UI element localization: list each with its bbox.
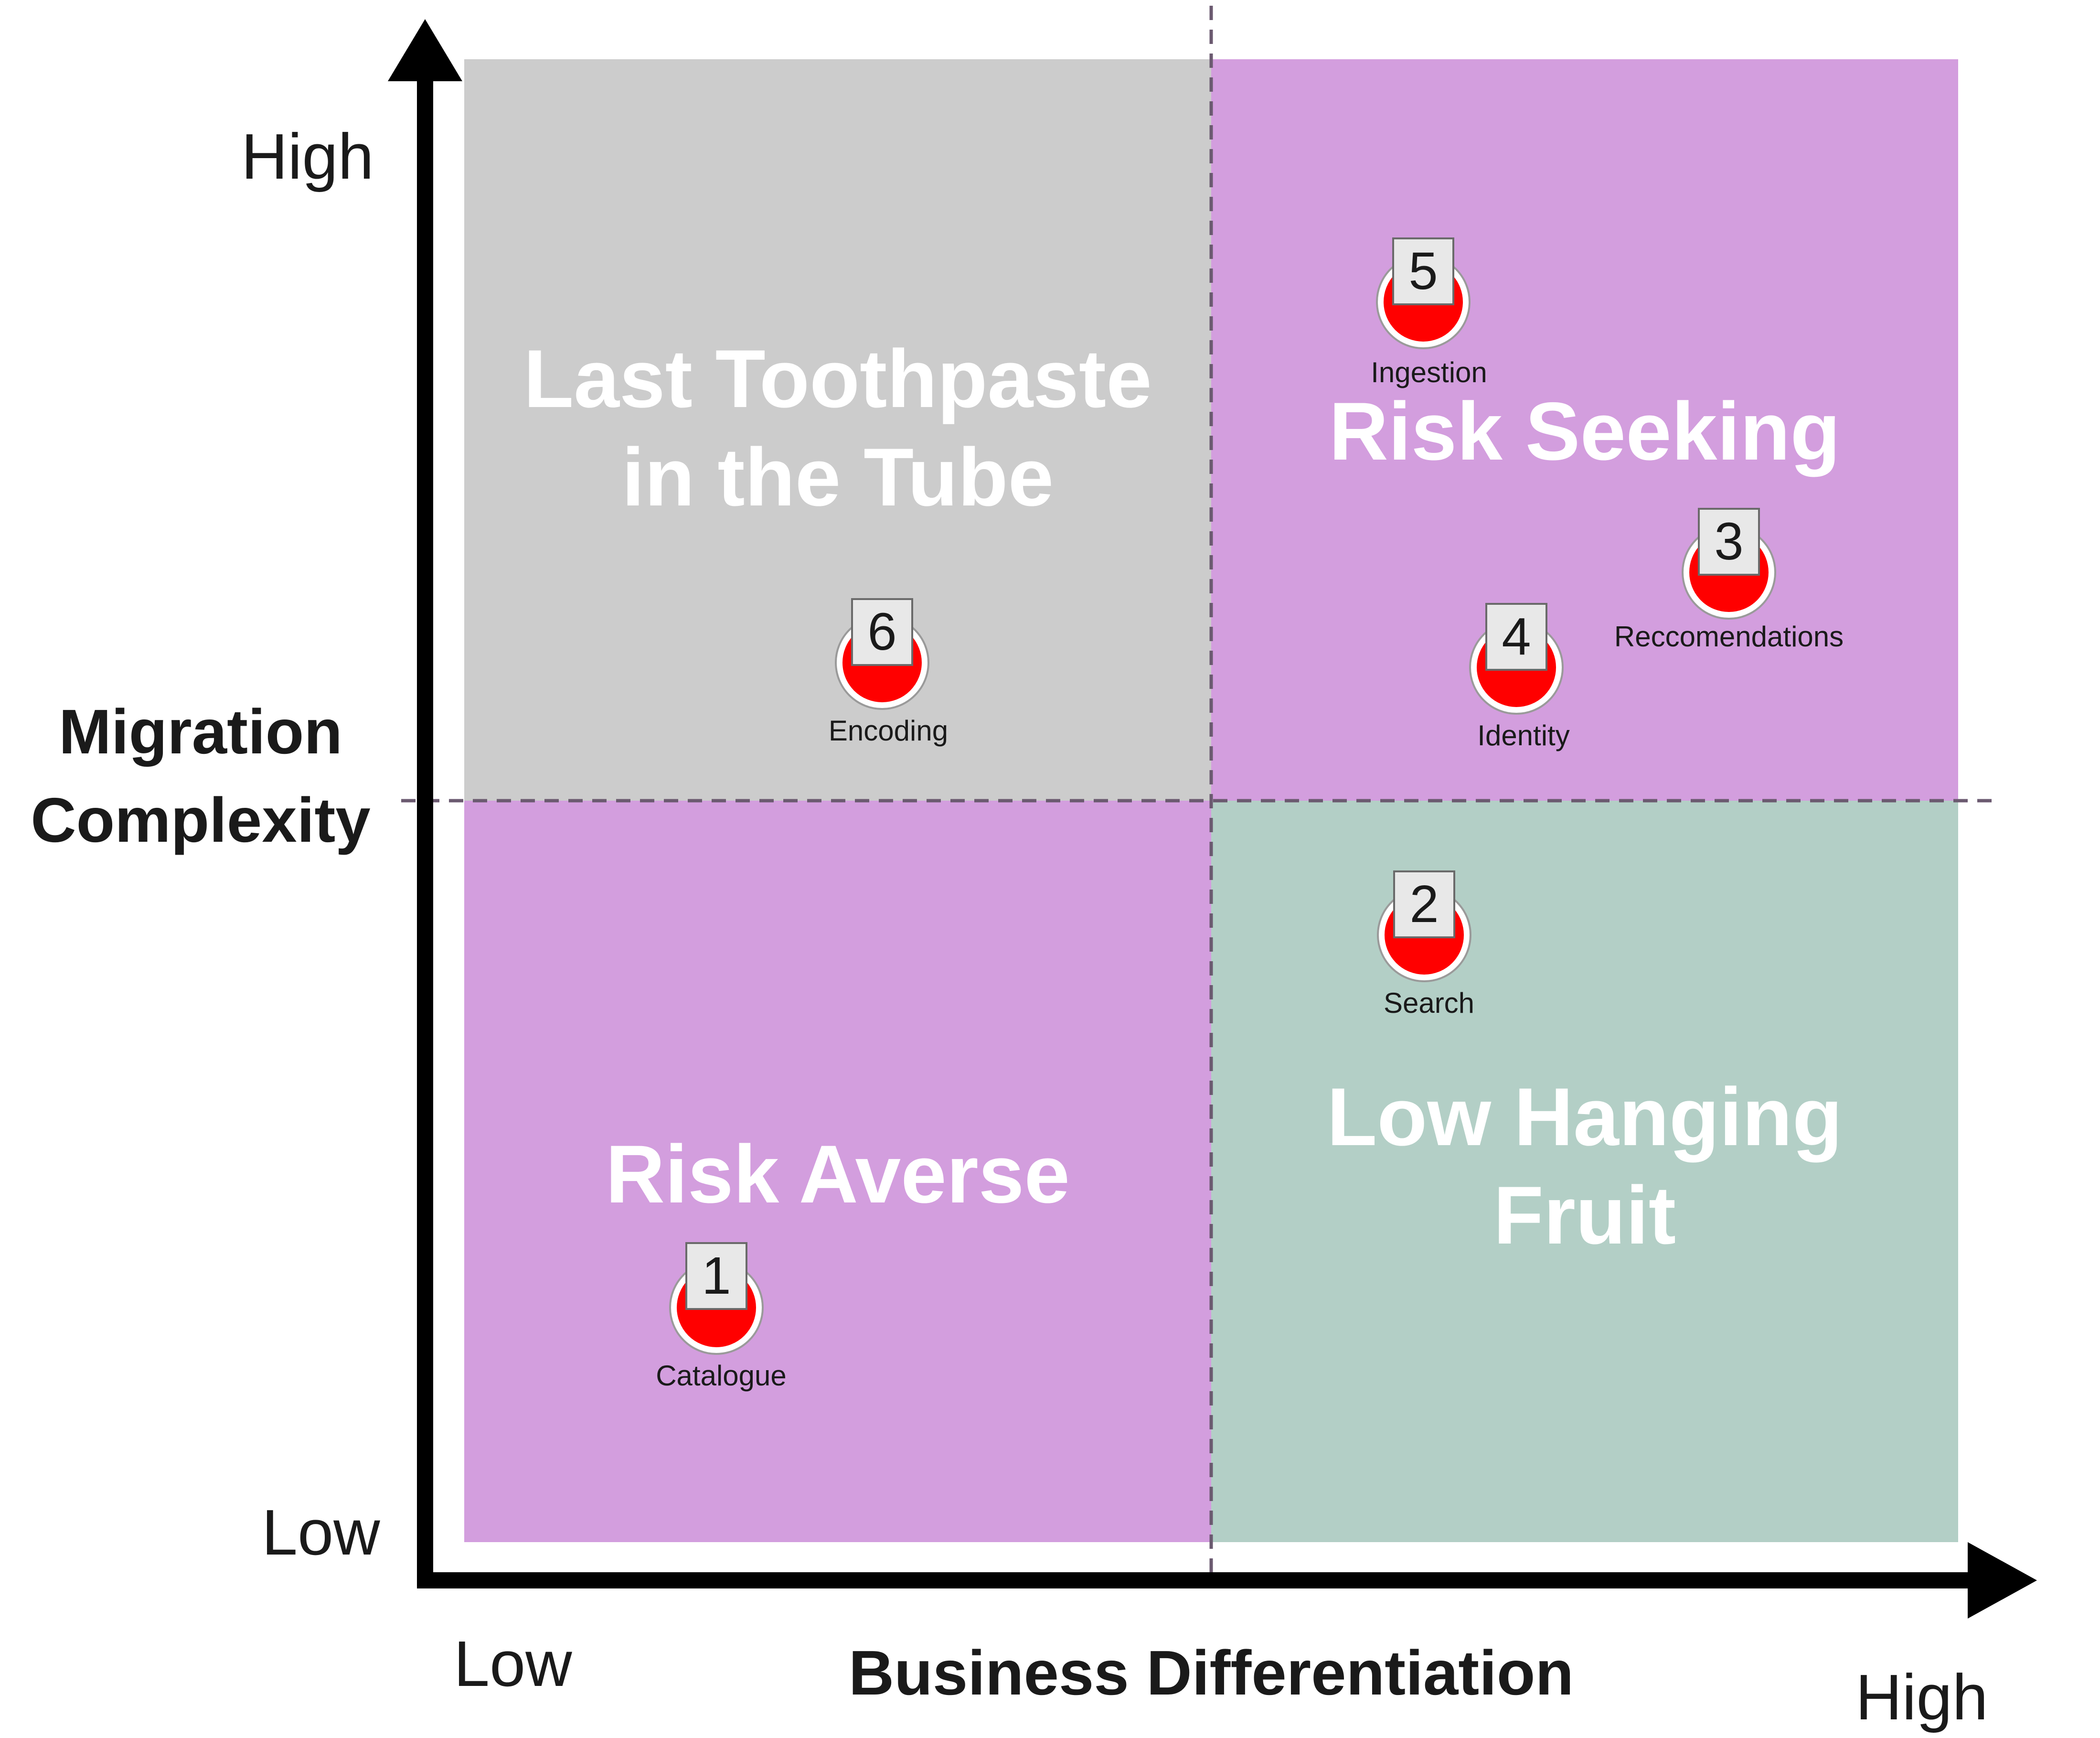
y-axis-high-label: High [241,120,374,193]
marker-label-6: Encoding [828,715,949,747]
y-axis-arrowhead [388,19,462,81]
x-axis-high-label: High [1855,1661,1988,1733]
marker-number-5: 5 [1392,237,1454,305]
quadrant-title-top-left-line1: Last Toothpaste [523,333,1152,425]
quadrant-title-bottom-left: Risk Averse [464,1125,1211,1223]
marker-number-3: 3 [1698,508,1760,576]
quadrant-title-bottom-right-line2: Fruit [1493,1169,1676,1262]
y-axis-title-line2: Complexity [31,784,371,855]
marker-label-4: Identity [1477,719,1570,751]
marker-number-4: 4 [1485,603,1547,671]
marker-number-6: 6 [851,598,913,666]
quadrant-bottom-left [464,801,1211,1542]
y-axis-low-label: Low [262,1496,380,1568]
x-axis-title: Business Differentiation [848,1638,1574,1708]
x-axis-arrowhead [1968,1542,2037,1619]
x-axis-low-label: Low [454,1628,572,1700]
quadrant-title-bottom-right: Low Hanging Fruit [1211,1068,1958,1265]
quadrant-title-top-right: Risk Seeking [1211,382,1958,481]
marker-label-5: Ingestion [1371,356,1487,388]
quadrant-title-bottom-right-line1: Low Hanging [1327,1071,1843,1163]
marker-label-1: Catalogue [656,1360,787,1392]
y-axis-title: Migration Complexity [10,688,392,865]
quadrant-top-right [1211,59,1958,801]
marker-label-2: Search [1383,987,1475,1019]
marker-number-1: 1 [685,1242,747,1310]
quadrant-title-top-left-line2: in the Tube [621,431,1054,524]
quadrant-title-top-left: Last Toothpaste in the Tube [464,330,1211,527]
quadrant-title-top-right-line1: Risk Seeking [1329,386,1841,477]
quadrant-top-left [464,59,1211,801]
quadrant-bottom-right [1211,801,1958,1542]
marker-number-2: 2 [1393,870,1455,938]
quadrant-title-bottom-left-line1: Risk Averse [605,1128,1070,1220]
y-axis-title-line1: Migration [59,697,342,767]
marker-label-3: Reccomendations [1614,621,1844,653]
